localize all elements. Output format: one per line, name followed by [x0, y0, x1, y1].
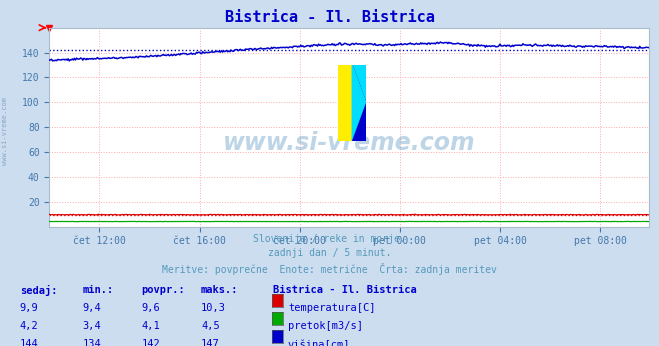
Text: maks.:: maks.:	[201, 285, 239, 295]
Text: zadnji dan / 5 minut.: zadnji dan / 5 minut.	[268, 248, 391, 258]
Text: 147: 147	[201, 339, 219, 346]
Text: Slovenija / reke in morje.: Slovenija / reke in morje.	[253, 234, 406, 244]
Text: www.si-vreme.com: www.si-vreme.com	[223, 131, 476, 155]
Polygon shape	[339, 65, 353, 141]
Polygon shape	[339, 65, 353, 141]
Polygon shape	[353, 65, 366, 141]
Text: 142: 142	[142, 339, 160, 346]
Text: 9,4: 9,4	[82, 303, 101, 313]
Text: 4,1: 4,1	[142, 321, 160, 331]
Text: Bistrica - Il. Bistrica: Bistrica - Il. Bistrica	[273, 285, 417, 295]
Polygon shape	[353, 103, 366, 141]
Text: 134: 134	[82, 339, 101, 346]
Text: 4,2: 4,2	[20, 321, 38, 331]
Text: min.:: min.:	[82, 285, 113, 295]
Text: Bistrica - Il. Bistrica: Bistrica - Il. Bistrica	[225, 10, 434, 25]
Text: 4,5: 4,5	[201, 321, 219, 331]
Text: 9,9: 9,9	[20, 303, 38, 313]
Polygon shape	[339, 65, 366, 141]
Text: povpr.:: povpr.:	[142, 285, 185, 295]
Polygon shape	[353, 65, 366, 103]
Text: temperatura[C]: temperatura[C]	[288, 303, 376, 313]
Text: www.si-vreme.com: www.si-vreme.com	[2, 98, 9, 165]
Text: 3,4: 3,4	[82, 321, 101, 331]
Polygon shape	[353, 65, 366, 141]
Text: 144: 144	[20, 339, 38, 346]
Text: 9,6: 9,6	[142, 303, 160, 313]
Text: Meritve: povprečne  Enote: metrične  Črta: zadnja meritev: Meritve: povprečne Enote: metrične Črta:…	[162, 263, 497, 275]
Text: sedaj:: sedaj:	[20, 285, 57, 297]
Text: 10,3: 10,3	[201, 303, 226, 313]
Text: višina[cm]: višina[cm]	[288, 339, 351, 346]
Text: pretok[m3/s]: pretok[m3/s]	[288, 321, 363, 331]
